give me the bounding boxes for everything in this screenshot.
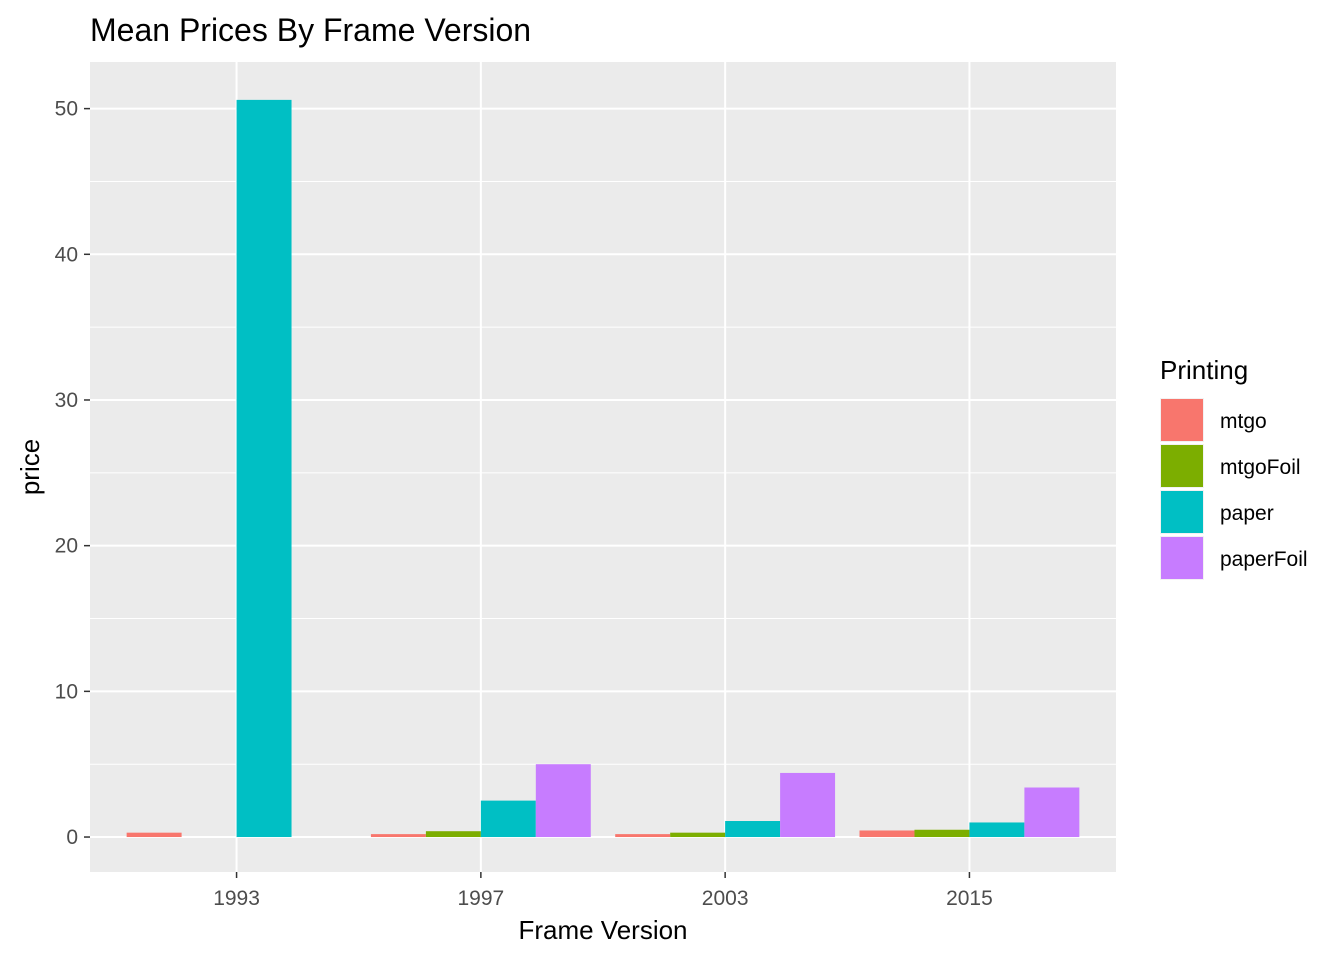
bar-mtgoFoil-2003 bbox=[670, 832, 726, 838]
bars bbox=[126, 99, 1080, 838]
legend-key-mtgo bbox=[1161, 399, 1203, 441]
y-tick-label: 20 bbox=[55, 535, 78, 558]
x-axis: 1993 1997 2003 2015 bbox=[213, 872, 993, 910]
chart-title: Mean Prices By Frame Version bbox=[90, 12, 531, 48]
y-tick-label: 40 bbox=[55, 243, 78, 266]
bar-paper-1993 bbox=[236, 99, 292, 838]
legend-label-paper: paper bbox=[1220, 502, 1274, 525]
legend-key-mtgoFoil bbox=[1161, 445, 1203, 487]
bar-paperFoil-2015 bbox=[1024, 787, 1080, 838]
y-tick-label: 50 bbox=[55, 98, 78, 121]
bar-paper-2003 bbox=[725, 821, 781, 838]
y-axis: 0 10 20 30 40 50 bbox=[55, 98, 90, 849]
bar-mtgoFoil-2015 bbox=[914, 829, 970, 838]
y-tick-label: 0 bbox=[66, 826, 78, 849]
legend-label-mtgo: mtgo bbox=[1220, 410, 1267, 433]
x-tick-label: 1997 bbox=[457, 887, 504, 910]
bar-mtgo-1997 bbox=[370, 834, 426, 838]
legend-label-mtgoFoil: mtgoFoil bbox=[1220, 456, 1301, 479]
bar-mtgo-1993 bbox=[126, 832, 182, 838]
bar-paper-2015 bbox=[969, 822, 1025, 838]
y-axis-title: price bbox=[15, 439, 45, 495]
bar-paperFoil-1997 bbox=[535, 764, 591, 838]
legend: Printing mtgo mtgoFoil paper paperFoil bbox=[1160, 355, 1308, 580]
bar-paper-1997 bbox=[480, 800, 536, 838]
x-tick-label: 1993 bbox=[213, 887, 260, 910]
x-tick-label: 2003 bbox=[702, 887, 749, 910]
legend-items: mtgo mtgoFoil paper paperFoil bbox=[1160, 398, 1308, 580]
bar-mtgo-2015 bbox=[859, 830, 915, 838]
x-tick-label: 2015 bbox=[946, 887, 993, 910]
x-axis-title: Frame Version bbox=[518, 915, 687, 945]
legend-key-paper bbox=[1161, 491, 1203, 533]
bar-mtgo-2003 bbox=[615, 834, 671, 838]
y-tick-label: 10 bbox=[55, 680, 78, 703]
legend-label-paperFoil: paperFoil bbox=[1220, 548, 1308, 571]
legend-title: Printing bbox=[1160, 355, 1248, 385]
bar-paperFoil-2003 bbox=[780, 772, 836, 838]
legend-key-paperFoil bbox=[1161, 537, 1203, 579]
bar-mtgoFoil-1997 bbox=[425, 831, 481, 838]
y-tick-label: 30 bbox=[55, 389, 78, 412]
